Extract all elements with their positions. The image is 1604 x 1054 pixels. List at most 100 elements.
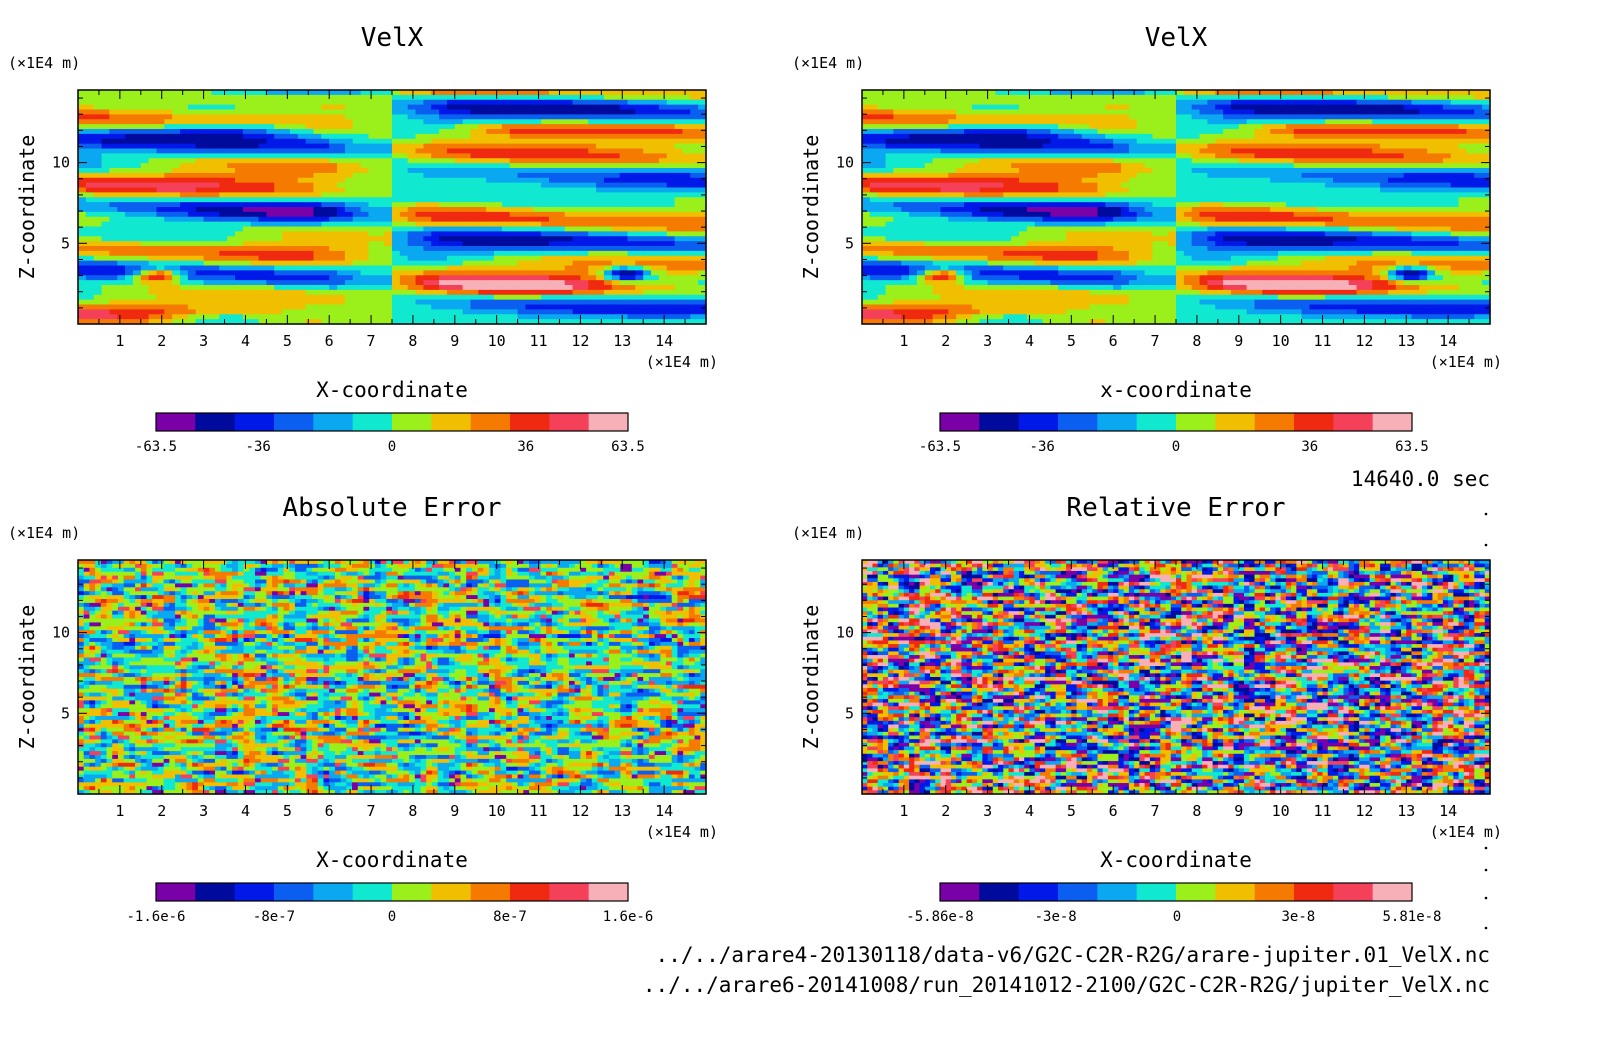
x-tick-label: 11 bbox=[530, 332, 548, 350]
colorbar-swatch bbox=[1097, 413, 1137, 431]
colorbar-label: -36 bbox=[1030, 439, 1055, 455]
x-tick-label: 4 bbox=[241, 802, 250, 820]
y-unit-label: (×1E4 m) bbox=[8, 524, 80, 542]
marker-dot bbox=[1485, 897, 1488, 900]
colorbar-swatch bbox=[510, 413, 550, 431]
colorbar-label: -36 bbox=[246, 439, 271, 455]
y-axis-label: Z-coordinate bbox=[799, 605, 823, 750]
chart-title: Relative Error bbox=[1066, 493, 1285, 523]
colorbar-swatch bbox=[274, 883, 314, 901]
colorbar-swatch bbox=[1137, 413, 1177, 431]
colorbar-swatch bbox=[1019, 883, 1059, 901]
x-tick-label: 5 bbox=[283, 332, 292, 350]
x-tick-label: 13 bbox=[613, 802, 631, 820]
x-tick-label: 12 bbox=[1355, 332, 1373, 350]
x-unit-label: (×1E4 m) bbox=[1430, 823, 1502, 841]
marker-dot bbox=[1485, 513, 1488, 516]
colorbar-swatch bbox=[979, 413, 1019, 431]
x-tick-label: 6 bbox=[325, 802, 334, 820]
x-tick-label: 9 bbox=[450, 802, 459, 820]
x-tick-label: 14 bbox=[655, 802, 673, 820]
marker-dot bbox=[1485, 544, 1488, 547]
colorbar-label: 0 bbox=[388, 909, 396, 925]
y-tick-label: 10 bbox=[52, 154, 70, 172]
colorbar-swatch bbox=[1255, 413, 1295, 431]
x-unit-label: (×1E4 m) bbox=[1430, 353, 1502, 371]
colorbar-swatch bbox=[471, 883, 511, 901]
x-tick-label: 5 bbox=[283, 802, 292, 820]
y-axis-label: Z-coordinate bbox=[15, 605, 39, 750]
colorbar-swatch bbox=[156, 413, 196, 431]
colorbar-label: 36 bbox=[1301, 439, 1318, 455]
colorbar-swatch bbox=[195, 413, 235, 431]
chart-title: Absolute Error bbox=[282, 493, 501, 523]
x-axis-label: X-coordinate bbox=[316, 848, 468, 872]
colorbar-swatch bbox=[549, 413, 589, 431]
colorbar-swatch bbox=[549, 883, 589, 901]
colorbar-swatch bbox=[1176, 413, 1216, 431]
y-unit-label: (×1E4 m) bbox=[8, 54, 80, 72]
x-tick-label: 8 bbox=[1192, 332, 1201, 350]
x-tick-label: 7 bbox=[1151, 332, 1160, 350]
colorbar-swatch bbox=[510, 883, 550, 901]
colorbar-swatch bbox=[1255, 883, 1295, 901]
y-tick-label: 5 bbox=[845, 234, 854, 252]
x-tick-label: 4 bbox=[1025, 332, 1034, 350]
x-tick-label: 14 bbox=[655, 332, 673, 350]
x-tick-label: 7 bbox=[1151, 802, 1160, 820]
x-tick-label: 14 bbox=[1439, 802, 1457, 820]
colorbar-label: 63.5 bbox=[611, 439, 645, 455]
y-axis-label: Z-coordinate bbox=[799, 135, 823, 280]
file-path-1: ../../arare4-20130118/data-v6/G2C-C2R-R2… bbox=[656, 943, 1490, 967]
colorbar-swatch bbox=[156, 883, 196, 901]
colorbar-swatch bbox=[1058, 413, 1098, 431]
x-tick-label: 13 bbox=[1397, 802, 1415, 820]
x-tick-label: 9 bbox=[1234, 332, 1243, 350]
x-tick-label: 10 bbox=[488, 332, 506, 350]
colorbar-swatch bbox=[1137, 883, 1177, 901]
colorbar-swatch bbox=[979, 883, 1019, 901]
colorbar-swatch bbox=[195, 883, 235, 901]
colorbar-swatch bbox=[431, 413, 471, 431]
colorbar-label: 0 bbox=[1173, 909, 1181, 925]
colorbar-swatch bbox=[1058, 883, 1098, 901]
colorbar-label: 8e-7 bbox=[493, 909, 527, 925]
colorbar-swatch bbox=[353, 413, 393, 431]
marker-dot bbox=[1485, 847, 1488, 850]
x-tick-label: 7 bbox=[367, 802, 376, 820]
colorbar-swatch bbox=[1176, 883, 1216, 901]
marker-dot bbox=[1485, 927, 1488, 930]
x-tick-label: 8 bbox=[408, 332, 417, 350]
colorbar-label: 0 bbox=[388, 439, 396, 455]
colorbar-swatch bbox=[1294, 883, 1334, 901]
colorbar-swatch bbox=[1373, 883, 1413, 901]
heatmap-field bbox=[862, 560, 1491, 795]
colorbar-swatch bbox=[940, 413, 980, 431]
colorbar-swatch bbox=[1373, 413, 1413, 431]
heatmap-field bbox=[78, 560, 707, 795]
colorbar-swatch bbox=[589, 883, 629, 901]
x-tick-label: 12 bbox=[1355, 802, 1373, 820]
heatmap-field bbox=[78, 90, 707, 325]
colorbar-swatch bbox=[274, 413, 314, 431]
x-tick-label: 11 bbox=[1314, 802, 1332, 820]
x-tick-label: 10 bbox=[1272, 802, 1290, 820]
x-tick-label: 6 bbox=[1109, 802, 1118, 820]
chart-title: VelX bbox=[361, 23, 424, 53]
y-tick-label: 10 bbox=[52, 624, 70, 642]
x-tick-label: 4 bbox=[1025, 802, 1034, 820]
colorbar-swatch bbox=[1333, 413, 1373, 431]
x-tick-label: 12 bbox=[571, 332, 589, 350]
x-axis-label: X-coordinate bbox=[316, 378, 468, 402]
x-tick-label: 5 bbox=[1067, 332, 1076, 350]
x-tick-label: 13 bbox=[613, 332, 631, 350]
heatmap-field bbox=[862, 90, 1491, 325]
time-label: 14640.0 sec bbox=[1351, 467, 1490, 491]
marker-dot bbox=[1485, 869, 1488, 872]
x-tick-label: 2 bbox=[941, 332, 950, 350]
x-tick-label: 2 bbox=[157, 332, 166, 350]
colorbar-swatch bbox=[1294, 413, 1334, 431]
colorbar-swatch bbox=[1215, 883, 1255, 901]
x-tick-label: 1 bbox=[899, 332, 908, 350]
